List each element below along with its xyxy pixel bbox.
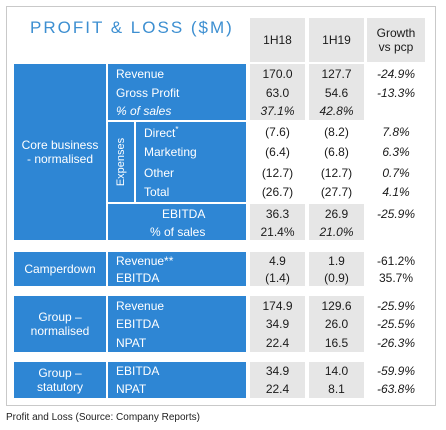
core-1h18-shade [250,64,305,120]
row-label-direct: Direct* [144,125,178,140]
cell: 170.0 [262,67,293,81]
row-label-statutory-npat: NPAT [116,382,147,396]
section-label-camperdown: Camperdown [14,252,106,286]
cell: (7.6) [265,125,290,139]
cell: 21.0% [319,225,354,239]
cell: 129.6 [321,299,352,313]
row-label-camperdown-ebitda: EBITDA [116,271,160,285]
cell: (27.7) [320,185,353,199]
cell: 36.3 [265,207,290,221]
row-label-total: Total [144,185,170,199]
cell: -25.9% [376,207,416,221]
row-label-statutory-ebitda: EBITDA [116,364,160,378]
figure-caption: Profit and Loss (Source: Company Reports… [6,412,200,423]
row-label-ebitda-pct: % of sales [150,225,206,239]
cell: 1.9 [328,254,345,268]
row-label-group-ebitda: EBITDA [116,317,160,331]
cell: -13.3% [376,86,416,100]
group-normalised-label-text: Group – normalised [30,310,90,338]
cell: (12.7) [320,166,353,180]
cell: 37.1% [260,104,295,118]
cell: 34.9 [265,364,290,378]
row-label-marketing: Marketing [144,145,197,159]
cell: (0.9) [324,271,349,285]
table-title: PROFIT & LOSS ($M) [30,18,234,37]
col-header-1h19: 1H19 [309,18,364,62]
cell: 0.7% [382,166,410,180]
cell: 174.9 [262,299,293,313]
group-statutory-1h18-shade [250,362,305,398]
cell: (1.4) [265,271,290,285]
section-label-group-normalised: Group – normalised [14,296,106,352]
cell: 42.8% [319,104,354,118]
cell: 6.3% [382,145,410,159]
cell: 4.9 [269,254,286,268]
cell: 35.7% [378,271,414,285]
cell: -25.9% [376,299,416,313]
row-label-other: Other [144,166,175,180]
ebitda-rows-block [108,204,246,240]
camperdown-label-text: Camperdown [24,262,96,276]
cell: 34.9 [265,317,290,331]
expenses-label-text: Expenses [115,137,127,187]
cell: -61.2% [376,254,416,268]
row-label-ebitda: EBITDA [162,207,206,221]
camperdown-rows-block [108,252,246,286]
cell: -63.8% [376,382,416,396]
col-header-1h18: 1H18 [250,18,305,62]
group-normalised-1h18-shade [250,296,305,352]
cell: 63.0 [265,86,290,100]
cell: 54.6 [324,86,349,100]
camperdown-1h18-shade [250,252,305,286]
row-label-gross-profit: Gross Profit [116,86,180,100]
cell: -26.3% [376,336,416,350]
section-label-core: Core business - normalised [14,64,106,240]
cell: 14.0 [324,364,349,378]
cell: (12.7) [261,166,294,180]
col-header-growth: Growth vs pcp [367,18,425,62]
ebitda-1h19-shade [309,204,364,240]
cell: 16.5 [324,336,349,350]
ebitda-1h18-shade [250,204,305,240]
core-rows-block [108,64,246,120]
section-label-group-statutory: Group – statutory [14,362,106,398]
cell: 127.7 [321,67,352,81]
cell: (6.4) [265,145,290,159]
camperdown-1h19-shade [309,252,364,286]
row-label-revenue: Revenue [116,67,165,81]
row-label-camperdown-revenue: Revenue** [116,254,174,268]
growth-header-text: Growth vs pcp [376,26,416,54]
group-normalised-1h19-shade [309,296,364,352]
cell: (6.8) [324,145,349,159]
group-statutory-1h19-shade [309,362,364,398]
direct-text: Direct [144,126,176,140]
cell: 7.8% [382,125,410,139]
cell: 8.1 [328,382,345,396]
row-label-group-revenue: Revenue [116,299,165,313]
cell: 22.4 [265,336,290,350]
cell: 26.0 [324,317,349,331]
direct-footnote-mark: * [175,125,179,134]
cell: (26.7) [261,185,294,199]
cell: -25.5% [376,317,416,331]
group-statutory-rows-block [108,362,246,398]
group-normalised-rows-block [108,296,246,352]
row-label-pct-sales: % of sales [116,104,172,118]
cell: 22.4 [265,382,290,396]
expenses-rows-block [136,122,246,202]
cell: 26.9 [324,207,349,221]
cell: -59.9% [376,364,416,378]
cell: 4.1% [382,185,410,199]
cell: (8.2) [324,125,349,139]
cell: 21.4% [260,225,295,239]
core-label-text: Core business - normalised [21,138,99,166]
cell: -24.9% [376,67,416,81]
group-statutory-label-text: Group – statutory [36,366,84,394]
expenses-group-label: Expenses [108,122,134,202]
row-label-group-npat: NPAT [116,336,147,350]
core-1h19-shade [309,64,364,120]
